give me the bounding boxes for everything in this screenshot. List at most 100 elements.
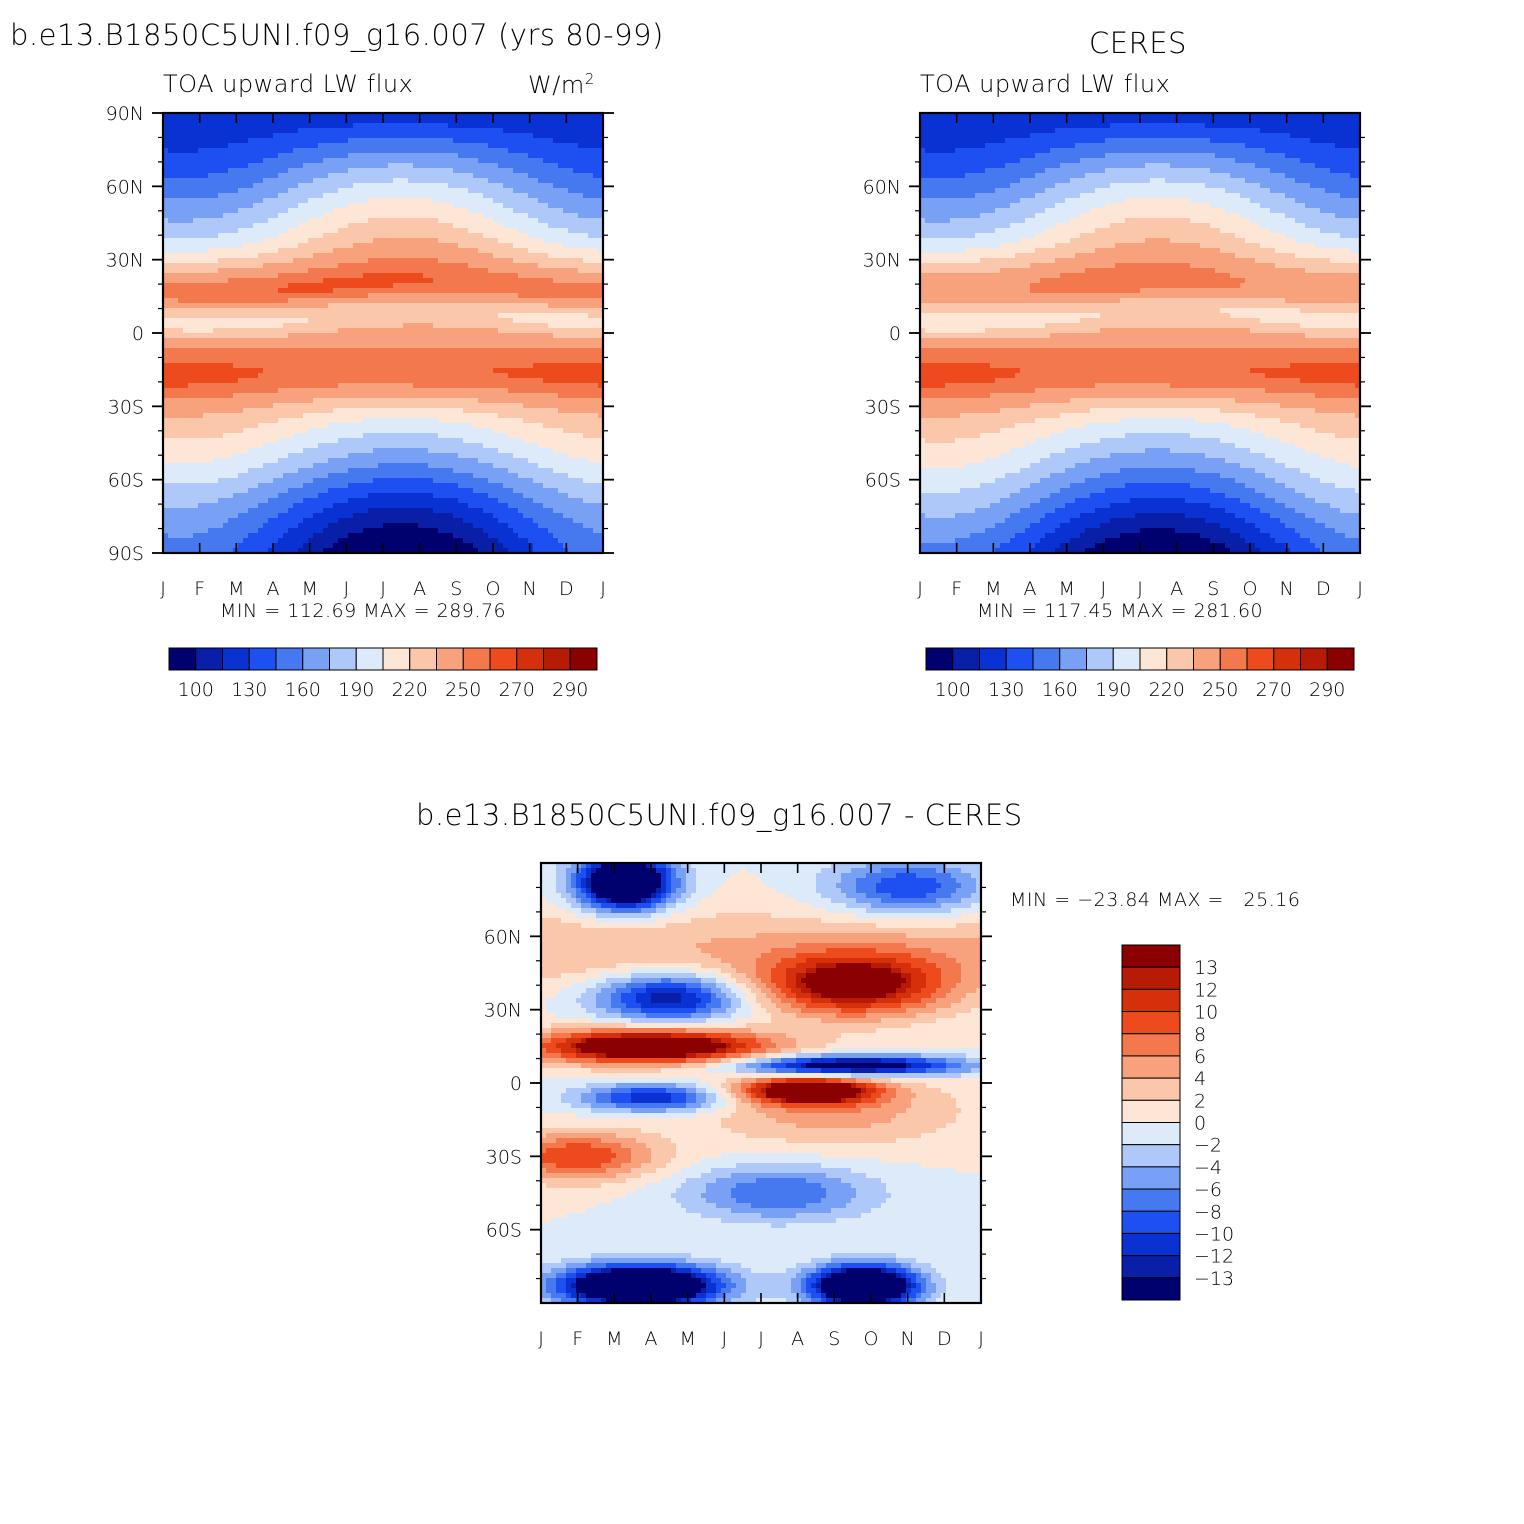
heatmap-cell (238, 303, 244, 309)
heatmap-cell (453, 203, 459, 209)
heatmap-cell (353, 198, 359, 204)
heatmap-cell (583, 338, 589, 344)
heatmap-cell (383, 388, 389, 394)
heatmap-cell (273, 238, 279, 244)
heatmap-cell (508, 278, 514, 284)
heatmap-cell (418, 188, 424, 194)
heatmap-cell (308, 183, 314, 189)
heatmap-cell (178, 128, 184, 134)
heatmap-cell (458, 303, 464, 309)
heatmap-cell (568, 303, 574, 309)
heatmap-cell (293, 163, 299, 169)
heatmap-cell (523, 283, 529, 289)
heatmap-cell (328, 393, 334, 399)
heatmap-cell (168, 148, 174, 154)
heatmap-cell (493, 353, 499, 359)
heatmap-cell (463, 283, 469, 289)
heatmap-cell (358, 388, 364, 394)
heatmap-cell (573, 123, 579, 129)
heatmap-cell (568, 313, 574, 319)
heatmap-cell (418, 288, 424, 294)
heatmap-cell (348, 278, 354, 284)
heatmap-cell (538, 388, 544, 394)
heatmap-cell (283, 323, 289, 329)
heatmap-cell (273, 358, 279, 364)
heatmap-cell (198, 133, 204, 139)
heatmap-cell (443, 193, 449, 199)
heatmap-cell (513, 258, 519, 264)
heatmap-cell (413, 183, 419, 189)
heatmap-cell (188, 233, 194, 239)
heatmap-cell (323, 268, 329, 274)
heatmap-cell (378, 343, 384, 349)
heatmap-cell (513, 193, 519, 199)
heatmap-cell (498, 143, 504, 149)
heatmap-cell (443, 113, 449, 119)
heatmap-cell (373, 293, 379, 299)
heatmap-cell (593, 193, 599, 199)
heatmap-cell (168, 138, 174, 144)
heatmap-cell (453, 173, 459, 179)
heatmap-cell (258, 348, 264, 354)
heatmap-cell (463, 343, 469, 349)
heatmap-cell (238, 128, 244, 134)
heatmap-cell (223, 178, 229, 184)
heatmap-cell (283, 213, 289, 219)
heatmap-cell (288, 273, 294, 279)
heatmap-cell (238, 163, 244, 169)
heatmap-cell (188, 323, 194, 329)
heatmap-cell (333, 263, 339, 269)
heatmap-cell (428, 188, 434, 194)
heatmap-cell (578, 208, 584, 214)
heatmap-cell (368, 183, 374, 189)
heatmap-cell (373, 223, 379, 229)
heatmap-cell (308, 133, 314, 139)
heatmap-cell (173, 293, 179, 299)
heatmap-cell (288, 383, 294, 389)
heatmap-cell (293, 128, 299, 134)
heatmap-cell (588, 208, 594, 214)
heatmap-cell (558, 358, 564, 364)
heatmap-cell (258, 388, 264, 394)
heatmap-cell (508, 323, 514, 329)
heatmap-cell (478, 218, 484, 224)
heatmap-cell (518, 383, 524, 389)
heatmap-cell (178, 273, 184, 279)
heatmap-cell (558, 293, 564, 299)
heatmap-cell (253, 283, 259, 289)
heatmap-cell (193, 118, 199, 124)
heatmap-cell (163, 228, 169, 234)
heatmap-cell (178, 323, 184, 329)
heatmap-cell (258, 283, 264, 289)
heatmap-cell (343, 223, 349, 229)
heatmap-cell (203, 363, 209, 369)
heatmap-cell (523, 153, 529, 159)
heatmap-cell (193, 293, 199, 299)
heatmap-cell (178, 138, 184, 144)
heatmap-cell (518, 318, 524, 324)
heatmap-cell (328, 183, 334, 189)
heatmap-cell (498, 163, 504, 169)
heatmap-cell (298, 263, 304, 269)
heatmap-cell (193, 178, 199, 184)
heatmap-cell (243, 333, 249, 339)
heatmap-cell (503, 368, 509, 374)
heatmap-cell (573, 198, 579, 204)
heatmap-cell (173, 218, 179, 224)
heatmap-cell (508, 333, 514, 339)
heatmap-cell (283, 283, 289, 289)
heatmap-cell (303, 183, 309, 189)
heatmap-cell (423, 268, 429, 274)
heatmap-cell (308, 288, 314, 294)
heatmap-cell (488, 268, 494, 274)
heatmap-cell (528, 308, 534, 314)
heatmap-cell (523, 133, 529, 139)
heatmap-cell (358, 218, 364, 224)
heatmap-cell (543, 343, 549, 349)
heatmap-cell (563, 218, 569, 224)
heatmap-cell (283, 333, 289, 339)
heatmap-cell (578, 378, 584, 384)
heatmap-cell (433, 303, 439, 309)
heatmap-cell (383, 128, 389, 134)
heatmap-cell (593, 298, 599, 304)
